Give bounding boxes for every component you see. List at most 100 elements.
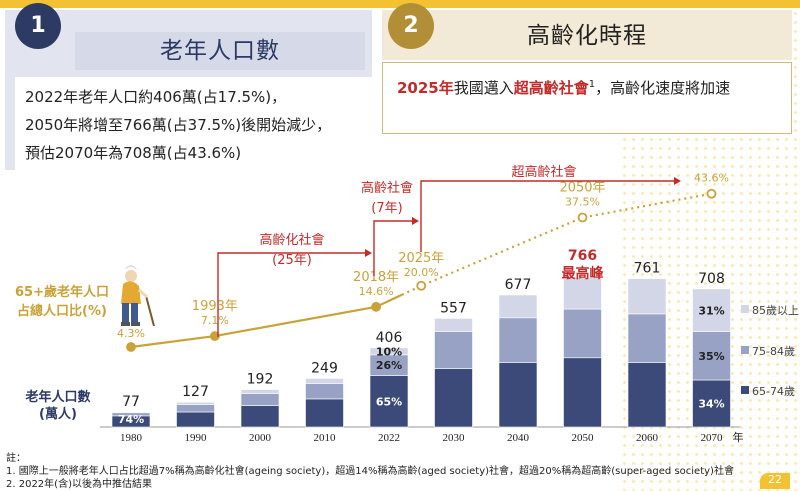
badge-1: 1: [15, 3, 61, 49]
x-tick-label-2060: 2060: [636, 432, 659, 444]
bar-total-label-2022: 406: [376, 330, 403, 346]
panel-elderly-population: 老年人口數 2022年老年人口約406萬(占17.5%)， 2050年將增至76…: [5, 10, 373, 177]
bar-segment-2010-0: [305, 398, 344, 428]
x-tick-label-1980: 1980: [120, 432, 143, 444]
panel1-line-1: 2022年老年人口約406萬(占17.5%)，: [25, 88, 287, 106]
milestone-label-1: 高齡社會: [361, 180, 413, 196]
panel2-footnote-mark: 1: [588, 79, 596, 90]
page-number: 22: [760, 473, 790, 489]
notes-line-2: 2. 2022年(含)以後為中推估結果: [6, 479, 152, 490]
x-axis-suffix: 年: [733, 430, 744, 444]
x-tick-label-2022: 2022: [378, 432, 400, 444]
legend-label-0: 65-74歲: [752, 384, 795, 398]
ratio-value-label-2070: 43.6%: [694, 172, 729, 185]
milestone-label-2: 超高齡社會: [511, 164, 576, 180]
ratio-point-1993: [209, 331, 220, 341]
x-tick-label-2040: 2040: [507, 432, 530, 444]
ratio-axis-label-1: 占總人口比(%): [17, 303, 107, 319]
panel1-line-2: 2050年將增至766萬(占37.5%)後開始減少，: [25, 116, 332, 134]
segment-label-2070-6: 31%: [698, 304, 724, 317]
bar-total-label-1980: 77: [122, 394, 140, 410]
top-accent-bar: [0, 0, 800, 8]
bar-segment-2060-1: [627, 313, 667, 363]
panel2-title: 高齡化時程: [382, 10, 792, 60]
panel1-summary: 2022年老年人口約406萬(占17.5%)， 2050年將增至766萬(占37…: [15, 77, 373, 177]
segment-label-2070-4: 34%: [698, 398, 724, 411]
x-tick-label-2010: 2010: [314, 432, 337, 444]
bar-segment-2070-2: [692, 288, 731, 332]
milestone-label-0: 高齡化社會: [259, 232, 324, 248]
milestone-bracket-1: [373, 220, 412, 276]
bar-total-label-2040: 677: [505, 277, 532, 293]
bar-total-label-2010: 249: [311, 360, 338, 376]
bar-segment-2030-0: [434, 368, 473, 428]
legend-swatch-1: [741, 346, 749, 354]
bar-segment-2022-0: [369, 375, 409, 428]
bar-segment-2040-2: [498, 294, 538, 319]
legend-swatch-2: [741, 305, 749, 313]
bar-segment-1990-2: [176, 401, 215, 405]
ratio-value-label-1980: 4.3%: [117, 327, 145, 340]
bar-segment-1990-0: [176, 411, 215, 428]
x-tick-label-2050: 2050: [572, 432, 595, 444]
ratio-point-2025: [416, 280, 427, 291]
panel1-line-3: 預估2070年為708萬(占43.6%): [25, 144, 242, 162]
ratio-year-label-2025: 2025年: [398, 251, 444, 266]
legend-label-1: 75-84歲: [752, 344, 795, 358]
bar-segment-2060-2: [627, 278, 667, 315]
segment-label-2022-1: 65%: [376, 395, 402, 408]
panel2-text-1: 我國邁入: [453, 79, 514, 97]
milestone-arrow-1: [412, 217, 419, 225]
bar-segment-2060-0: [627, 362, 667, 428]
x-tick-label-1990: 1990: [185, 432, 208, 444]
milestone-bracket-2: [420, 180, 674, 252]
milestone-arrow-0: [365, 249, 372, 257]
ratio-point-2018: [371, 301, 382, 312]
bar-segment-2010-2: [305, 378, 344, 385]
ratio-axis-label-0: 65+歲老年人口: [15, 284, 109, 300]
bar-segment-2030-2: [434, 318, 473, 332]
notes-line-1: 1. 國際上一般將老年人口占比超過7%稱為高齡化社會(ageing societ…: [6, 466, 734, 477]
badge-2: 2: [388, 3, 434, 49]
legend-swatch-0: [741, 386, 749, 394]
y-axis-label-0: 老年人口數: [24, 389, 90, 405]
bar-total-label-2060: 761: [634, 261, 661, 277]
bar-segment-2010-1: [305, 383, 344, 400]
panel2-year: 2025年: [397, 79, 454, 97]
ratio-value-label-1993: 7.1%: [201, 314, 229, 327]
segment-label-1980-0: 74%: [118, 413, 144, 426]
x-tick-label-2030: 2030: [443, 432, 466, 444]
y-axis-label-1: (萬人): [39, 406, 77, 422]
peak-label: 最高峰: [562, 265, 605, 282]
bar-segment-2000-2: [240, 389, 280, 394]
ratio-point-2050: [577, 212, 588, 223]
bar-total-label-1990: 127: [182, 384, 209, 400]
notes-heading: 註：: [6, 453, 26, 464]
panel2-highlight: 超高齡社會: [513, 79, 589, 97]
milestone-bracket-0: [217, 252, 365, 337]
elderly-person-icon: [121, 265, 155, 327]
panel1-title: 老年人口數: [75, 32, 365, 70]
x-tick-label-2070: 2070: [701, 432, 724, 444]
ratio-line-actual: [130, 293, 403, 349]
peak-value-label: 766: [568, 248, 597, 264]
ratio-year-label-1993: 1993年: [192, 299, 238, 314]
bar-segment-1990-1: [176, 404, 215, 413]
bar-segment-2050-2: [563, 277, 602, 310]
milestone-duration-1: (7年): [371, 201, 402, 216]
segment-label-2022-3: 10%: [376, 345, 402, 358]
ratio-year-label-2018: 2018年: [353, 270, 399, 285]
legend-label-2: 85歲以上: [752, 303, 799, 317]
bar-segment-2000-0: [240, 405, 280, 428]
x-tick-label-2000: 2000: [249, 432, 272, 444]
bar-segment-2022-2: [369, 347, 409, 356]
milestone-duration-0: (25年): [272, 253, 312, 268]
ratio-point-1980: [126, 342, 136, 352]
ratio-value-label-2050: 37.5%: [565, 196, 600, 209]
segment-label-2022-2: 26%: [376, 359, 402, 372]
milestone-arrow-2: [674, 177, 681, 185]
ratio-year-label-2050: 2050年: [559, 181, 605, 196]
bar-segment-2030-1: [434, 331, 473, 369]
bar-total-label-2000: 192: [247, 372, 274, 388]
